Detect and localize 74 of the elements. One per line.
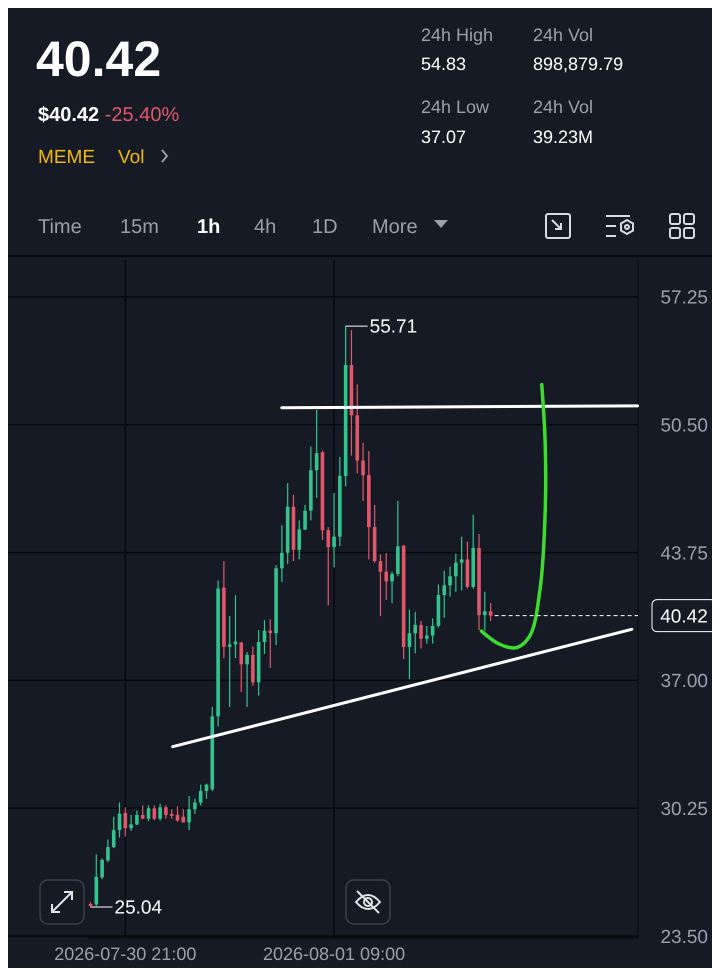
text: Vol xyxy=(118,147,144,168)
candlestick xyxy=(124,806,128,838)
candlestick xyxy=(129,814,133,832)
candlestick xyxy=(170,808,174,820)
candlestick xyxy=(378,554,382,617)
candlestick xyxy=(297,520,302,560)
candlestick xyxy=(198,784,202,806)
text: More xyxy=(372,216,418,238)
candlestick xyxy=(303,504,307,531)
candlestick xyxy=(100,858,104,880)
y-tick-label: 50.50 xyxy=(660,415,708,436)
candlestick xyxy=(408,609,412,680)
y-tick-label: 43.75 xyxy=(660,543,708,564)
candlestick xyxy=(158,802,162,822)
candlestick xyxy=(106,838,110,863)
annotation: 55.71 xyxy=(370,316,418,338)
candlestick xyxy=(384,552,388,601)
y-tick-label: 23.50 xyxy=(660,926,708,948)
text: Time xyxy=(38,216,82,238)
text: MEME xyxy=(38,147,95,168)
x-tick-label: 2026-08-01 09:00 xyxy=(262,944,406,964)
x-tick-label: 2026-07-30 21:00 xyxy=(54,944,196,964)
text: 1h xyxy=(197,216,220,238)
candlestick xyxy=(245,651,249,708)
candlestick xyxy=(419,620,423,650)
candlestick xyxy=(268,618,272,669)
candlestick xyxy=(234,594,238,659)
text: 39.23M xyxy=(533,127,594,147)
candlestick xyxy=(442,570,446,618)
candlestick xyxy=(228,615,232,708)
candlestick xyxy=(425,625,429,644)
candlestick xyxy=(181,808,186,824)
annotation: 25.04 xyxy=(114,898,162,919)
candlestick xyxy=(112,816,116,849)
candlestick xyxy=(262,620,266,655)
text: 4h xyxy=(254,216,276,238)
candlestick xyxy=(146,804,150,822)
chart-title: 40.42 xyxy=(36,31,162,87)
candlestick xyxy=(361,442,365,502)
candlestick xyxy=(118,802,122,838)
text: 1D xyxy=(312,216,338,238)
candlestick xyxy=(140,804,144,820)
candlestick xyxy=(164,804,168,820)
candlestick xyxy=(413,611,418,654)
candlestick xyxy=(187,795,191,831)
text: 898,879.79 xyxy=(533,54,624,74)
candlestick xyxy=(454,552,458,592)
ref-line-label: 40.42 xyxy=(660,606,708,628)
chart-subtitle: $40.42 -25.40% xyxy=(38,104,180,126)
candlestick xyxy=(483,591,487,632)
candlestick xyxy=(390,571,394,604)
text: 24h Low xyxy=(421,97,490,117)
candlestick xyxy=(314,409,318,498)
candlestick xyxy=(460,536,464,591)
y-tick-label: 37.00 xyxy=(660,671,708,692)
candlestick xyxy=(204,783,208,800)
candlestick xyxy=(430,618,434,644)
y-tick-label: 57.25 xyxy=(660,288,708,309)
candlestick xyxy=(239,641,244,693)
candlestick xyxy=(176,806,180,822)
text: 54.83 xyxy=(421,54,466,74)
candlestick xyxy=(280,524,284,583)
candlestick xyxy=(135,810,139,826)
candlestick xyxy=(326,526,330,606)
text: 37.07 xyxy=(421,127,466,147)
text: 24h High xyxy=(421,25,494,45)
candlestick xyxy=(332,492,336,568)
candlestick xyxy=(152,804,156,821)
text: 24h Vol xyxy=(533,25,594,45)
text: 15m xyxy=(120,216,159,238)
candlestick xyxy=(193,798,197,814)
candlestick xyxy=(448,566,452,598)
text: 24h Vol xyxy=(533,97,594,117)
y-tick-label: 30.25 xyxy=(660,798,708,820)
